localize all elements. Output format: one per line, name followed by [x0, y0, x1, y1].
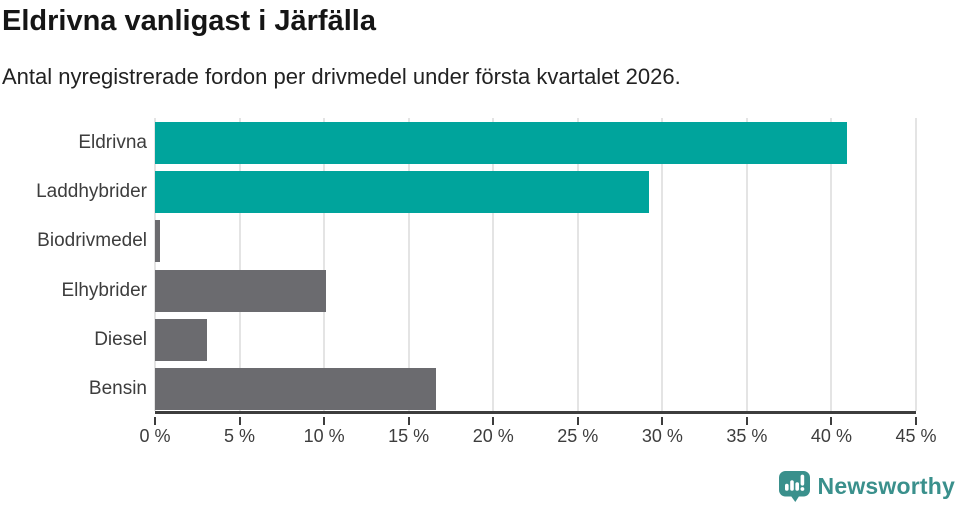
newsworthy-logo-icon [778, 471, 810, 502]
gridline-40 [830, 118, 833, 411]
category-label-eldrivna: Eldrivna [78, 131, 147, 153]
x-tick-label-20: 20 % [472, 426, 514, 446]
brand-footer: Newsworthy [778, 470, 955, 503]
x-tick-30 [661, 417, 664, 425]
x-tick-label-5: 5 % [224, 426, 256, 446]
x-axis: 0 % 5 % 10 % 15 % 20 % 25 % 30 % 35 % 40 % 45 % [139, 417, 937, 459]
x-tick-25 [576, 417, 579, 425]
x-tick-15 [407, 417, 410, 425]
category-label-laddhybrider: Laddhybrider [36, 180, 147, 202]
x-tick-0 [154, 417, 156, 425]
x-tick-label-45: 45 % [895, 426, 937, 446]
bar-biodrivmedel [155, 220, 161, 263]
bar-diesel [155, 319, 208, 361]
bar-elhybrider [155, 269, 326, 312]
x-tick-5 [238, 417, 241, 425]
x-tick-label-10: 10 % [303, 426, 345, 446]
x-tick-35 [745, 417, 748, 425]
category-label-bensin: Bensin [88, 378, 147, 400]
bar-laddhybrider [155, 171, 649, 213]
x-tick-label-30: 30 % [641, 426, 683, 446]
x-tick-20 [492, 417, 495, 425]
x-tick-label-0: 0 % [139, 426, 171, 446]
x-tick-45 [915, 417, 917, 425]
bar-eldrivna [155, 121, 847, 164]
category-label-biodrivmedel: Biodrivmedel [37, 230, 147, 252]
x-tick-10 [323, 417, 326, 425]
gridline-5 [238, 118, 241, 411]
gridline-35 [745, 118, 748, 411]
brand-name: Newsworthy [817, 473, 955, 499]
gridline-45 [915, 118, 917, 411]
gridline-20 [492, 118, 495, 411]
gridline-0 [154, 118, 156, 411]
gridline-25 [576, 118, 579, 411]
plot-area [154, 118, 917, 414]
bar-bensin [155, 368, 436, 411]
x-tick-label-25: 25 % [557, 426, 599, 446]
chart-title: Eldrivna vanligast i Järfälla [2, 5, 376, 37]
x-tick-label-35: 35 % [726, 426, 768, 446]
category-label-elhybrider: Elhybrider [61, 279, 147, 301]
x-tick-label-15: 15 % [388, 426, 430, 446]
category-labels: Eldrivna Laddhybrider Biodrivmedel Elhybrid… [0, 118, 147, 414]
category-label-diesel: Diesel [94, 328, 147, 350]
gridline-10 [323, 118, 326, 411]
x-tick-40 [830, 417, 833, 425]
gridline-30 [661, 118, 664, 411]
gridline-15 [407, 118, 410, 411]
x-tick-label-40: 40 % [810, 426, 852, 446]
chart-subtitle: Antal nyregistrerade fordon per drivmede… [2, 64, 681, 89]
